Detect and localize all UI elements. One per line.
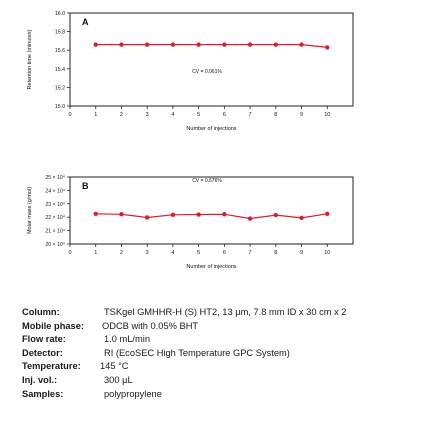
- condition-label: Flow rate:: [22, 334, 66, 345]
- panel-label: A: [82, 17, 89, 27]
- data-point: [93, 42, 98, 47]
- condition-value: 1.0 mL/min: [104, 334, 150, 345]
- chart-panel-b: 20 × 10⁴ 21 × 10⁴ 22 × 10⁴ 23 × 10⁴ 24 × 10⁴…: [27, 175, 354, 270]
- x-axis-label: Number of injections: [186, 126, 236, 132]
- condition-value: TSKgel GMHHR-H (S) HT2, 13 µm, 7.8 mm ID…: [104, 307, 347, 317]
- series-line: [95, 43, 328, 48]
- plot-frame: [69, 12, 354, 107]
- x-tick-label: 9: [300, 112, 303, 118]
- condition-row-detector: Detector: RI (EcoSEC High Temperature GP…: [22, 347, 427, 361]
- data-point: [247, 42, 253, 47]
- x-tick-label: 5: [197, 250, 200, 256]
- x-tick-label: 3: [146, 112, 149, 118]
- data-point: [119, 212, 124, 217]
- y-tick-label: 16.0: [55, 11, 65, 17]
- data-point: [144, 42, 150, 47]
- data-point: [299, 42, 304, 47]
- data-point: [273, 212, 279, 218]
- panel-label: B: [82, 181, 89, 191]
- y-tick-label: 15.2: [55, 85, 65, 91]
- condition-row-flow-rate: Flow rate: 1.0 mL/min: [22, 333, 427, 347]
- condition-row-column: Column: TSKgel GMHHR-H (S) HT2, 13 µm, 7…: [22, 306, 427, 320]
- data-point: [170, 42, 176, 47]
- x-tick-label: 8: [274, 112, 277, 118]
- data-point: [170, 212, 176, 217]
- condition-label: Column:: [22, 307, 60, 317]
- x-axis-label: Number of injections: [186, 264, 236, 270]
- x-tick-label: 1: [94, 250, 97, 256]
- y-tick-label: 21 × 10⁴: [45, 229, 65, 235]
- cv-annotation: CV = 0.676%: [192, 178, 222, 184]
- data-point: [119, 42, 124, 47]
- condition-label: Mobile phase:: [22, 320, 84, 331]
- charts-figure: 15.015.215.415.615.816.00 1 2 3 4 5 6 7 8 9 10Numb…: [27, 11, 354, 270]
- x-tick-label: 7: [249, 112, 252, 118]
- x-tick-label: 6: [223, 112, 226, 118]
- x-tick-label: 7: [249, 250, 252, 256]
- condition-row-temperature: Temperature: 145 °C: [22, 360, 427, 374]
- y-tick-label: 20 × 10⁴: [45, 242, 65, 248]
- data-point: [247, 216, 253, 221]
- y-tick-label: 23 × 10⁴: [45, 202, 65, 208]
- x-tick-label: 1: [94, 112, 97, 118]
- x-tick-label: 2: [120, 250, 123, 256]
- y-tick-label: 24 × 10⁴: [45, 188, 65, 194]
- condition-value: polypropylene: [104, 388, 162, 399]
- y-tick-label: 15.8: [55, 30, 65, 36]
- data-point: [273, 42, 279, 47]
- condition-row-samples: Samples: polypropylene: [22, 388, 427, 402]
- data-point: [93, 211, 98, 217]
- data-point: [196, 42, 201, 47]
- data-point: [144, 215, 150, 220]
- data-point: [196, 212, 201, 217]
- data-point: [299, 215, 304, 221]
- x-tick-label: 4: [171, 112, 174, 118]
- y-axis-label: Molar mass (g/mol): [27, 187, 33, 234]
- data-point: [222, 42, 227, 47]
- y-tick-label: 25 × 10⁴: [45, 175, 65, 181]
- y-tick-label: 15.4: [55, 67, 65, 73]
- data-point: [325, 45, 330, 50]
- conditions-table: Column: TSKgel GMHHR-H (S) HT2, 13 µm, 7…: [22, 306, 427, 401]
- x-tick-label: 0: [68, 250, 71, 256]
- x-tick-label: 5: [197, 112, 200, 118]
- condition-value: ODCB with 0.05% BHT: [102, 320, 199, 331]
- x-tick-label: 3: [146, 250, 149, 256]
- series-line: [95, 213, 328, 220]
- data-point: [222, 212, 227, 217]
- y-tick-label: 22 × 10⁴: [45, 215, 65, 221]
- x-tick-label: 8: [274, 250, 277, 256]
- plot-frame: [69, 176, 354, 245]
- y-tick-label: 15.6: [55, 48, 65, 54]
- condition-label: Samples:: [22, 388, 64, 399]
- y-axis-label: Retention time (minutes): [27, 29, 33, 89]
- condition-value: 145 °C: [100, 361, 129, 372]
- x-tick-label: 0: [68, 112, 71, 118]
- y-tick-label: 15.0: [55, 104, 65, 110]
- condition-value: 300 µL: [104, 374, 133, 385]
- x-tick-label: 9: [300, 250, 303, 256]
- condition-row-mobile-phase: Mobile phase: ODCB with 0.05% BHT: [22, 320, 427, 334]
- condition-label: Temperature:: [22, 361, 81, 372]
- x-tick-label: 10: [324, 112, 330, 118]
- x-tick-label: 4: [171, 250, 174, 256]
- x-tick-label: 10: [324, 250, 330, 256]
- condition-label: Detector:: [22, 347, 63, 358]
- condition-label: Inj. vol.:: [22, 374, 58, 385]
- x-tick-label: 2: [120, 112, 123, 118]
- cv-annotation: CV = 0.061%: [192, 69, 222, 75]
- data-point: [325, 211, 330, 217]
- condition-value: RI (EcoSEC High Temperature GPC System): [104, 347, 290, 358]
- chart-panel-a: 15.0 15.2 15.4 15.6 15.8 16.0 0 1 2 3 4 5 6 7 8 9 10 Numb…: [27, 11, 354, 132]
- x-tick-label: 6: [223, 250, 226, 256]
- condition-row-inj-vol: Inj. vol.: 300 µL: [22, 374, 427, 388]
